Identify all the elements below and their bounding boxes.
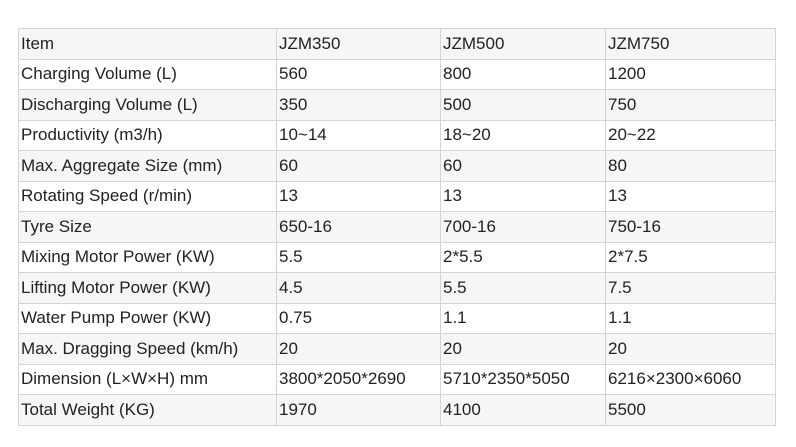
table-cell: 80 [605, 150, 776, 182]
table-cell: 1970 [276, 394, 441, 426]
table-cell: Tyre Size [18, 211, 277, 243]
table-cell: JZM750 [605, 28, 776, 60]
header-row: Item JZM350 JZM500 JZM750 [18, 28, 776, 60]
table-cell: Total Weight (KG) [18, 394, 277, 426]
table-cell: Max. Aggregate Size (mm) [18, 150, 277, 182]
table-cell: 560 [276, 58, 441, 90]
table-row: Dimension (L×W×H) mm 3800*2050*2690 5710*2… [18, 363, 776, 395]
table-cell: 7.5 [605, 272, 776, 304]
table-cell: 20 [440, 333, 606, 365]
spec-table: Item JZM350 JZM500 JZM750 Charging Volume (L… [18, 28, 776, 426]
table-cell: 5.5 [276, 241, 441, 273]
table-cell: Mixing Motor Power (KW) [18, 241, 277, 273]
table-row: Max. Aggregate Size (mm) 60 60 80 [18, 150, 776, 182]
table-cell: 800 [440, 58, 606, 90]
table-cell: 10~14 [276, 119, 441, 151]
table-cell: 5710*2350*5050 [440, 363, 606, 395]
table-cell: Water Pump Power (KW) [18, 302, 277, 334]
table-row: Rotating Speed (r/min) 13 13 13 [18, 180, 776, 212]
table-cell: 750-16 [605, 211, 776, 243]
table-cell: 13 [605, 180, 776, 212]
table-cell: 1.1 [605, 302, 776, 334]
table-cell: 2*5.5 [440, 241, 606, 273]
table-row: Total Weight (KG) 1970 4100 5500 [18, 394, 776, 426]
table-cell: JZM350 [276, 28, 441, 60]
table-cell: Discharging Volume (L) [18, 89, 277, 121]
table-cell: 13 [276, 180, 441, 212]
table-cell: 0.75 [276, 302, 441, 334]
table-cell: Max. Dragging Speed (km/h) [18, 333, 277, 365]
table-row: Discharging Volume (L) 350 500 750 [18, 89, 776, 121]
table-cell: Rotating Speed (r/min) [18, 180, 277, 212]
table-cell: 1.1 [440, 302, 606, 334]
table-cell: 20 [605, 333, 776, 365]
table-row: Tyre Size 650-16 700-16 750-16 [18, 211, 776, 243]
table-cell: Lifting Motor Power (KW) [18, 272, 277, 304]
table-cell: 650-16 [276, 211, 441, 243]
table-row: Mixing Motor Power (KW) 5.5 2*5.5 2*7.5 [18, 241, 776, 273]
table-cell: 4100 [440, 394, 606, 426]
table-cell: 60 [440, 150, 606, 182]
table-row: Lifting Motor Power (KW) 4.5 5.5 7.5 [18, 272, 776, 304]
table-cell: 4.5 [276, 272, 441, 304]
table-cell: 750 [605, 89, 776, 121]
table-cell: 2*7.5 [605, 241, 776, 273]
table-body: Item JZM350 JZM500 JZM750 Charging Volume (L… [18, 28, 776, 426]
table-row: Charging Volume (L) 560 800 1200 [18, 58, 776, 90]
table-cell: Productivity (m3/h) [18, 119, 277, 151]
table-cell: 3800*2050*2690 [276, 363, 441, 395]
table-cell: Charging Volume (L) [18, 58, 277, 90]
table-cell: 6216×2300×6060 [605, 363, 776, 395]
table-row: Max. Dragging Speed (km/h) 20 20 20 [18, 333, 776, 365]
table-cell: 13 [440, 180, 606, 212]
table-row: Productivity (m3/h) 10~14 18~20 20~22 [18, 119, 776, 151]
table-cell: Item [18, 28, 277, 60]
table-cell: 700-16 [440, 211, 606, 243]
table-cell: 5500 [605, 394, 776, 426]
table-row: Water Pump Power (KW) 0.75 1.1 1.1 [18, 302, 776, 334]
table-cell: 350 [276, 89, 441, 121]
table-cell: 60 [276, 150, 441, 182]
table-cell: JZM500 [440, 28, 606, 60]
table-cell: 5.5 [440, 272, 606, 304]
table-cell: 1200 [605, 58, 776, 90]
table-cell: 500 [440, 89, 606, 121]
table-cell: 20 [276, 333, 441, 365]
table-cell: 18~20 [440, 119, 606, 151]
table-cell: 20~22 [605, 119, 776, 151]
table-cell: Dimension (L×W×H) mm [18, 363, 277, 395]
